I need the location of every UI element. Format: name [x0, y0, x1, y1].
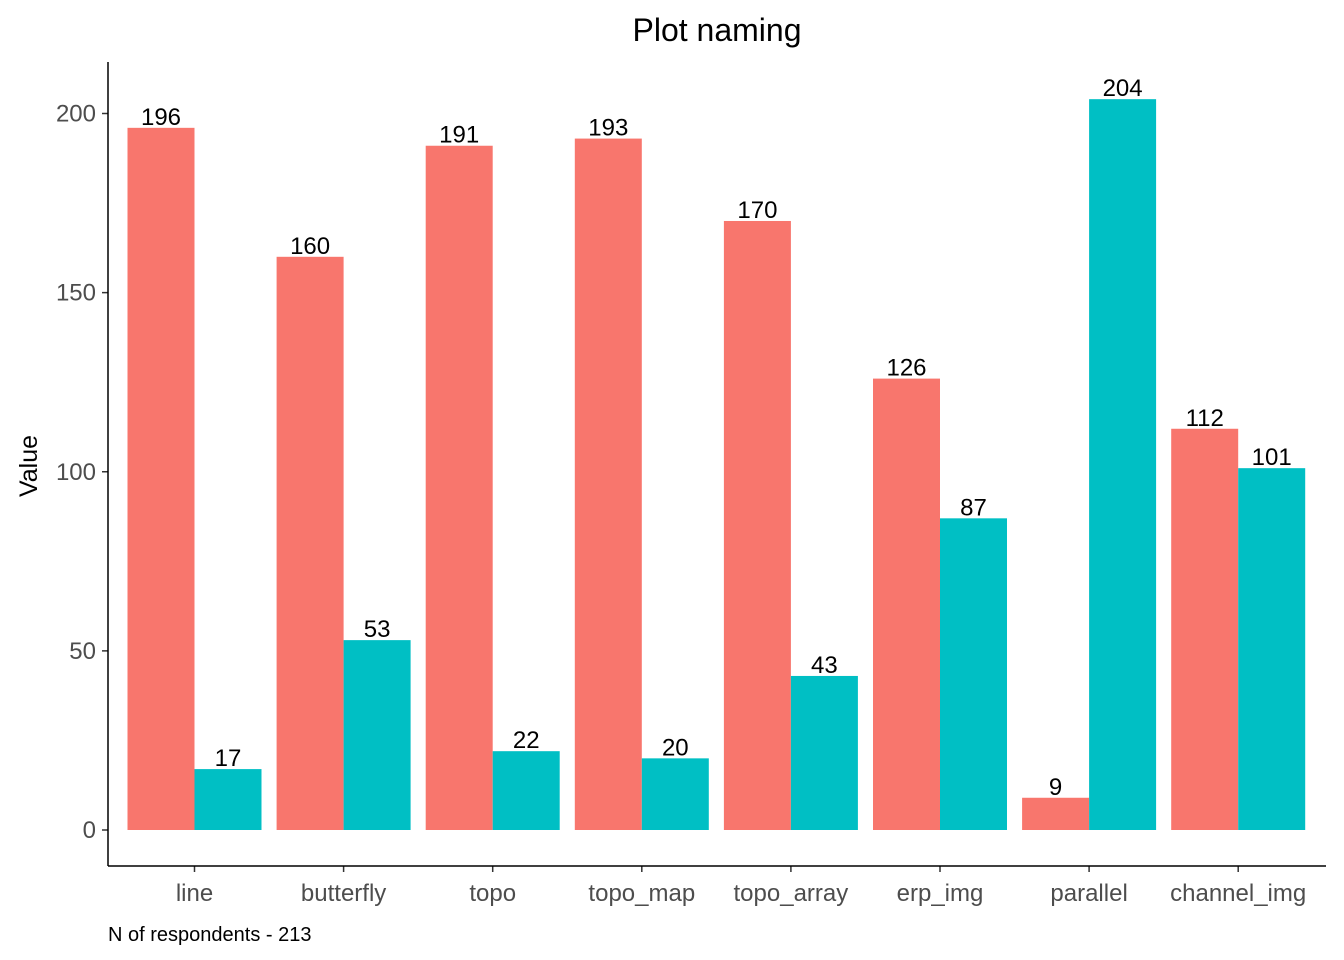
bar-topo-a — [425, 145, 493, 830]
y-tick-label: 50 — [69, 638, 96, 665]
data-label: 191 — [439, 122, 479, 149]
data-label: 101 — [1252, 444, 1292, 471]
y-tick-label: 150 — [56, 280, 96, 307]
y-tick-label: 0 — [83, 817, 96, 844]
bar-parallel-b — [1089, 99, 1157, 831]
x-tick-label: butterfly — [301, 880, 386, 907]
data-label: 9 — [1049, 774, 1062, 801]
bar-topo_map-a — [574, 138, 642, 830]
y-tick-label: 100 — [56, 459, 96, 486]
bar-line-b — [194, 769, 262, 830]
x-tick-label: topo_map — [588, 880, 695, 907]
data-label: 17 — [215, 745, 242, 772]
y-axis-label: Value — [15, 435, 43, 497]
y-tick-label: 200 — [56, 101, 96, 128]
data-label: 126 — [886, 355, 926, 382]
x-tick-label: channel_img — [1170, 880, 1306, 907]
plot-area: 0 50 100 150 200 196 17 line 160 53 butterfly 191 22… — [56, 75, 1306, 907]
data-label: 204 — [1103, 75, 1143, 102]
bar-parallel-a — [1022, 797, 1090, 830]
x-tick-label: erp_img — [897, 880, 984, 907]
data-label: 160 — [290, 233, 330, 260]
bar-topo_array-b — [790, 675, 858, 830]
caption: N of respondents - 213 — [108, 924, 311, 946]
bar-erp_img-b — [940, 518, 1007, 830]
bar-topo_array-a — [723, 220, 791, 831]
data-label: 53 — [364, 616, 391, 643]
x-tick-label: topo_array — [734, 880, 849, 907]
chart-title: Plot naming — [633, 12, 802, 48]
bar-butterfly-a — [276, 256, 344, 830]
data-label: 112 — [1186, 405, 1224, 432]
data-label: 87 — [960, 494, 987, 521]
bar-topo_map-b — [641, 758, 709, 830]
bar-channel_img-b — [1238, 468, 1306, 830]
bar-butterfly-b — [343, 640, 411, 830]
bar-channel_img-a — [1171, 428, 1239, 830]
bar-topo-b — [492, 751, 560, 830]
x-tick-label: topo — [469, 880, 516, 907]
data-label: 20 — [662, 734, 689, 761]
x-tick-label: line — [176, 880, 213, 907]
bar-line-a — [127, 127, 195, 830]
x-tick-label: parallel — [1050, 880, 1127, 907]
data-label: 22 — [513, 727, 540, 754]
data-label: 170 — [737, 197, 777, 224]
data-label: 193 — [588, 115, 628, 142]
bar-erp_img-a — [873, 378, 940, 830]
data-label: 43 — [811, 652, 838, 679]
data-label: 196 — [141, 104, 181, 131]
